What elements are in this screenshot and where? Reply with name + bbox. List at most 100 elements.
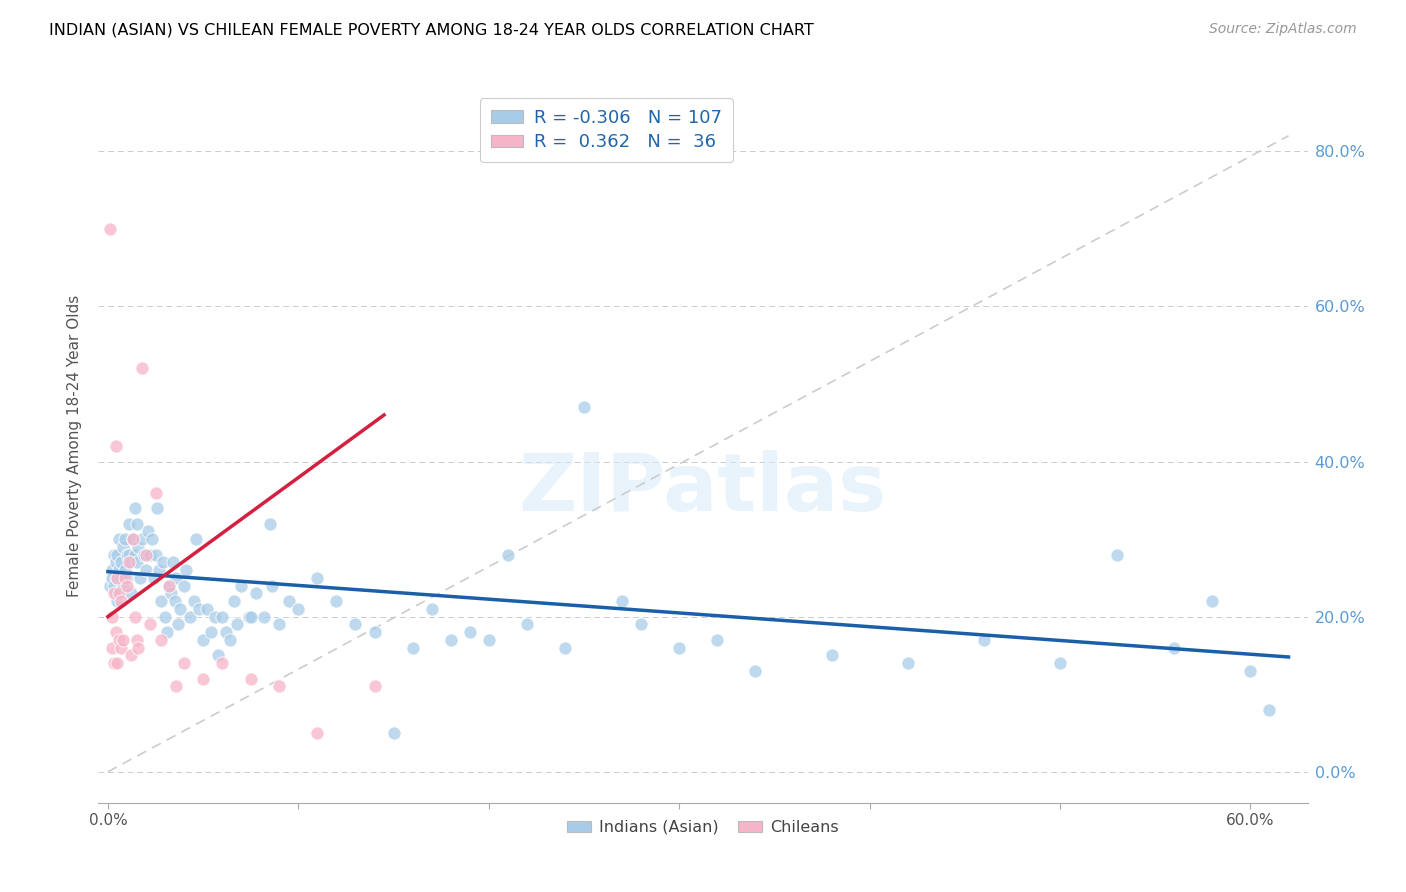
Point: [100, 571, 122, 585]
Point: [156, 625, 179, 640]
Point: [706, 632, 728, 647]
Point: [363, 680, 385, 694]
Point: [478, 632, 501, 647]
Point: [420, 602, 443, 616]
Point: [1107, 548, 1129, 562]
Point: [100, 563, 122, 577]
Point: [100, 640, 122, 655]
Point: [141, 532, 163, 546]
Point: [630, 617, 652, 632]
Text: INDIAN (ASIAN) VS CHILEAN FEMALE POVERTY AMONG 18-24 YEAR OLDS CORRELATION CHART: INDIAN (ASIAN) VS CHILEAN FEMALE POVERTY…: [49, 22, 814, 37]
Point: [112, 632, 135, 647]
Point: [382, 726, 405, 740]
Point: [179, 609, 201, 624]
Point: [145, 485, 167, 500]
Point: [287, 602, 309, 616]
Point: [191, 632, 214, 647]
Point: [142, 571, 165, 585]
Point: [1239, 664, 1261, 678]
Point: [516, 617, 538, 632]
Point: [307, 571, 329, 585]
Point: [222, 594, 245, 608]
Point: [218, 632, 240, 647]
Point: [173, 579, 195, 593]
Point: [98, 579, 121, 593]
Point: [110, 640, 132, 655]
Point: [103, 579, 125, 593]
Text: ZIPatlas: ZIPatlas: [519, 450, 887, 528]
Point: [108, 586, 131, 600]
Point: [120, 555, 142, 569]
Point: [124, 609, 146, 624]
Point: [1163, 640, 1185, 655]
Point: [226, 617, 249, 632]
Point: [121, 532, 143, 546]
Point: [118, 555, 141, 569]
Point: [115, 548, 138, 562]
Point: [104, 586, 127, 600]
Point: [131, 532, 153, 546]
Point: [458, 625, 481, 640]
Point: [150, 594, 173, 608]
Point: [211, 656, 233, 670]
Point: [169, 602, 191, 616]
Point: [153, 609, 176, 624]
Point: [124, 548, 146, 562]
Point: [107, 571, 129, 585]
Point: [259, 516, 281, 531]
Point: [204, 609, 226, 624]
Point: [253, 609, 276, 624]
Point: [103, 548, 125, 562]
Point: [120, 586, 142, 600]
Point: [115, 571, 138, 585]
Point: [157, 579, 180, 593]
Point: [174, 563, 197, 577]
Point: [554, 640, 576, 655]
Point: [572, 401, 595, 415]
Point: [135, 548, 157, 562]
Point: [100, 609, 122, 624]
Point: [167, 617, 190, 632]
Point: [110, 571, 132, 585]
Point: [107, 571, 129, 585]
Point: [114, 571, 136, 585]
Point: [108, 532, 131, 546]
Point: [166, 571, 188, 585]
Point: [184, 532, 207, 546]
Point: [134, 548, 156, 562]
Point: [125, 516, 148, 531]
Legend: Indians (Asian), Chileans: Indians (Asian), Chileans: [561, 814, 845, 841]
Point: [277, 594, 299, 608]
Point: [195, 602, 218, 616]
Point: [139, 617, 162, 632]
Point: [344, 617, 367, 632]
Point: [139, 548, 162, 562]
Point: [112, 540, 135, 554]
Point: [239, 672, 262, 686]
Point: [231, 579, 253, 593]
Point: [146, 501, 169, 516]
Point: [238, 609, 260, 624]
Point: [125, 555, 148, 569]
Point: [118, 548, 141, 562]
Point: [610, 594, 633, 608]
Point: [110, 594, 132, 608]
Point: [135, 563, 157, 577]
Point: [104, 625, 127, 640]
Point: [127, 640, 149, 655]
Point: [110, 555, 132, 569]
Point: [897, 656, 920, 670]
Point: [744, 664, 766, 678]
Point: [159, 586, 181, 600]
Point: [129, 571, 152, 585]
Point: [162, 555, 184, 569]
Point: [118, 516, 141, 531]
Point: [401, 640, 423, 655]
Point: [150, 632, 173, 647]
Point: [121, 532, 143, 546]
Point: [325, 594, 347, 608]
Point: [152, 555, 174, 569]
Point: [131, 361, 153, 376]
Point: [191, 672, 214, 686]
Point: [973, 632, 995, 647]
